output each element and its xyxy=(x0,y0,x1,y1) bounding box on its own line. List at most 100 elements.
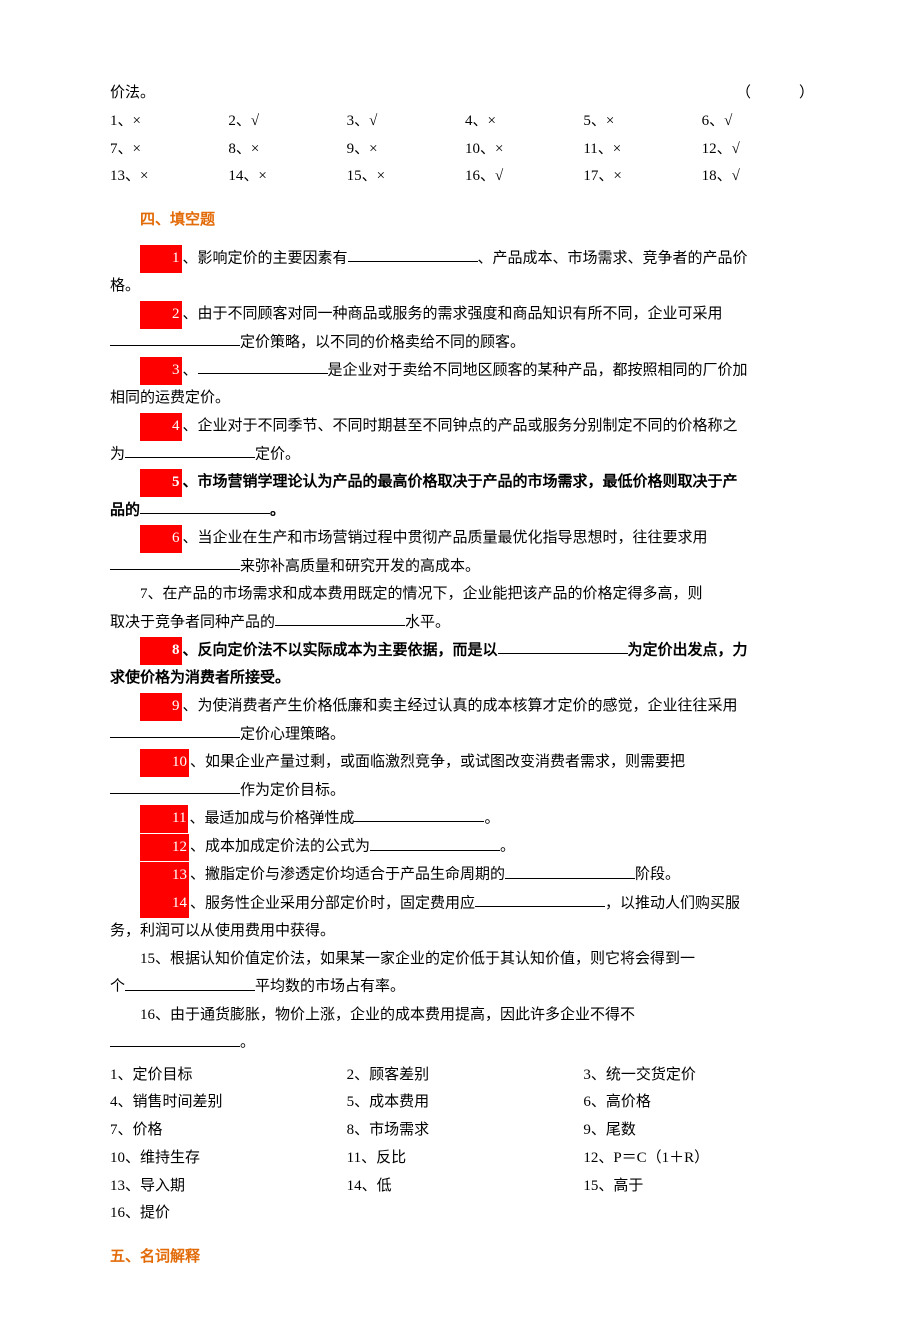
q14: 14、服务性企业采用分部定价时，固定费用应，以推动人们购买服 xyxy=(110,890,820,918)
q7: 7、在产品的市场需求和成本费用既定的情况下，企业能把该产品的价格定得多高，则 xyxy=(110,581,820,609)
fill-answer-cell: 5、成本费用 xyxy=(347,1089,584,1117)
tail-line: 价法。 （ ） xyxy=(110,80,820,108)
tf-answer-cell: 14、× xyxy=(228,163,346,191)
fill-answer-cell: 6、高价格 xyxy=(583,1089,820,1117)
fill-answer-cell: 15、高于 xyxy=(583,1173,820,1201)
paren: （ ） xyxy=(736,80,820,108)
q2-num: 2 xyxy=(140,301,182,329)
q9-cont: 定价心理策略。 xyxy=(110,721,820,749)
q2-cont: 定价策略，以不同的价格卖给不同的顾客。 xyxy=(110,329,820,357)
tf-answer-cell: 11、× xyxy=(583,136,701,164)
blank xyxy=(275,609,405,627)
fill-answer-cell: 12、P＝C（1＋R） xyxy=(583,1145,820,1173)
blank xyxy=(370,833,500,851)
fill-answer-cell: 9、尾数 xyxy=(583,1117,820,1145)
q10-cont: 作为定价目标。 xyxy=(110,777,820,805)
tf-answer-cell: 2、√ xyxy=(228,108,346,136)
q4-num: 4 xyxy=(140,413,182,441)
blank xyxy=(140,497,270,515)
fill-answer-cell: 14、低 xyxy=(347,1173,584,1201)
q3-num: 3 xyxy=(140,357,182,385)
blank xyxy=(125,441,255,459)
q4: 4、企业对于不同季节、不同时期甚至不同钟点的产品或服务分别制定不同的价格称之 xyxy=(110,413,820,441)
fill-answer-cell: 8、市场需求 xyxy=(347,1117,584,1145)
fill-answer-grid: 1、定价目标2、顾客差别3、统一交货定价 4、销售时间差别5、成本费用6、高价格 7… xyxy=(110,1062,820,1229)
fill-answer-cell: 3、统一交货定价 xyxy=(583,1062,820,1090)
tf-answer-cell: 13、× xyxy=(110,163,228,191)
tf-answer-cell: 12、√ xyxy=(702,136,820,164)
fill-answer-cell: 7、价格 xyxy=(110,1117,347,1145)
q4-cont: 为定价。 xyxy=(110,441,820,469)
tf-answer-cell: 15、× xyxy=(347,163,465,191)
q9: 9、为使消费者产生价格低廉和卖主经过认真的成本核算才定价的感觉，企业往往采用 xyxy=(110,693,820,721)
q2: 2、由于不同顾客对同一种商品或服务的需求强度和商品知识有所不同，企业可采用 xyxy=(110,301,820,329)
q8: 8、反向定价法不以实际成本为主要依据，而是以为定价出发点，力 xyxy=(110,637,820,665)
q12: 12、成本加成定价法的公式为。 xyxy=(110,833,820,861)
q5: 5、市场营销学理论认为产品的最高价格取决于产品的市场需求，最低价格则取决于产 xyxy=(110,469,820,497)
fill-answer-cell: 13、导入期 xyxy=(110,1173,347,1201)
tf-answer-cell: 18、√ xyxy=(702,163,820,191)
tf-answer-cell: 17、× xyxy=(583,163,701,191)
blank xyxy=(125,973,255,991)
fill-answer-cell: 4、销售时间差别 xyxy=(110,1089,347,1117)
q6-cont: 来弥补高质量和研究开发的高成本。 xyxy=(110,553,820,581)
tf-answer-cell: 4、× xyxy=(465,108,583,136)
fill-answer-cell xyxy=(583,1200,820,1228)
tf-answer-cell: 7、× xyxy=(110,136,228,164)
fill-answer-cell: 10、维持生存 xyxy=(110,1145,347,1173)
blank xyxy=(110,721,240,739)
q10: 10、如果企业产量过剩，或面临激烈竞争，或试图改变消费者需求，则需要把 xyxy=(110,749,820,777)
q14-num: 14 xyxy=(140,890,189,918)
q12-num: 12 xyxy=(140,834,189,862)
section-4-heading: 四、填空题 xyxy=(140,207,820,235)
q13: 13、撇脂定价与渗透定价均适合于产品生命周期的阶段。 xyxy=(110,861,820,889)
q3-cont: 相同的运费定价。 xyxy=(110,385,820,413)
tf-answer-grid: 1、×2、√3、√4、×5、×6、√7、×8、×9、×10、×11、×12、√1… xyxy=(110,108,820,191)
q10-num: 10 xyxy=(140,749,189,777)
q9-num: 9 xyxy=(140,693,182,721)
blank xyxy=(498,637,628,655)
tf-answer-cell: 8、× xyxy=(228,136,346,164)
blank xyxy=(354,805,484,823)
section-5-heading: 五、名词解释 xyxy=(110,1244,820,1272)
blank xyxy=(198,357,328,375)
fill-answer-cell: 16、提价 xyxy=(110,1200,347,1228)
blank xyxy=(110,1029,240,1047)
blank xyxy=(348,245,478,263)
q14-cont: 务，利润可以从使用费用中获得。 xyxy=(110,918,820,946)
tf-answer-cell: 10、× xyxy=(465,136,583,164)
q8-cont: 求使价格为消费者所接受。 xyxy=(110,665,820,693)
tf-answer-cell: 9、× xyxy=(347,136,465,164)
fill-answer-cell: 1、定价目标 xyxy=(110,1062,347,1090)
tail-text: 价法。 xyxy=(110,85,155,101)
tf-answer-cell: 6、√ xyxy=(702,108,820,136)
tf-answer-cell: 5、× xyxy=(583,108,701,136)
tf-answer-cell: 3、√ xyxy=(347,108,465,136)
q1-cont: 格。 xyxy=(110,273,820,301)
q6-num: 6 xyxy=(140,525,182,553)
fill-answer-cell xyxy=(347,1200,584,1228)
q7-cont: 取决于竞争者同种产品的水平。 xyxy=(110,609,820,637)
q15-cont: 个平均数的市场占有率。 xyxy=(110,973,820,1001)
tf-answer-cell: 1、× xyxy=(110,108,228,136)
blank xyxy=(505,861,635,879)
q11-num: 11 xyxy=(140,805,188,833)
q5-num: 5 xyxy=(140,469,182,497)
q8-num: 8 xyxy=(140,637,182,665)
q1-num: 1 xyxy=(140,245,182,273)
q16-cont: 。 xyxy=(110,1029,820,1057)
q16: 16、由于通货膨胀，物价上涨，企业的成本费用提高，因此许多企业不得不 xyxy=(110,1002,820,1030)
blank xyxy=(475,890,605,908)
q5-cont: 品的。 xyxy=(110,497,820,525)
q13-num: 13 xyxy=(140,862,189,890)
q6: 6、当企业在生产和市场营销过程中贯彻产品质量最优化指导思想时，往往要求用 xyxy=(110,525,820,553)
q3: 3、是企业对于卖给不同地区顾客的某种产品，都按照相同的厂价加 xyxy=(110,357,820,385)
blank xyxy=(110,553,240,571)
tf-answer-cell: 16、√ xyxy=(465,163,583,191)
blank xyxy=(110,329,240,347)
blank xyxy=(110,777,240,795)
fill-answer-cell: 2、顾客差别 xyxy=(347,1062,584,1090)
q1: 1、影响定价的主要因素有、产品成本、市场需求、竞争者的产品价 xyxy=(110,245,820,273)
q11: 11、最适加成与价格弹性成。 xyxy=(110,805,820,833)
fill-answer-cell: 11、反比 xyxy=(347,1145,584,1173)
